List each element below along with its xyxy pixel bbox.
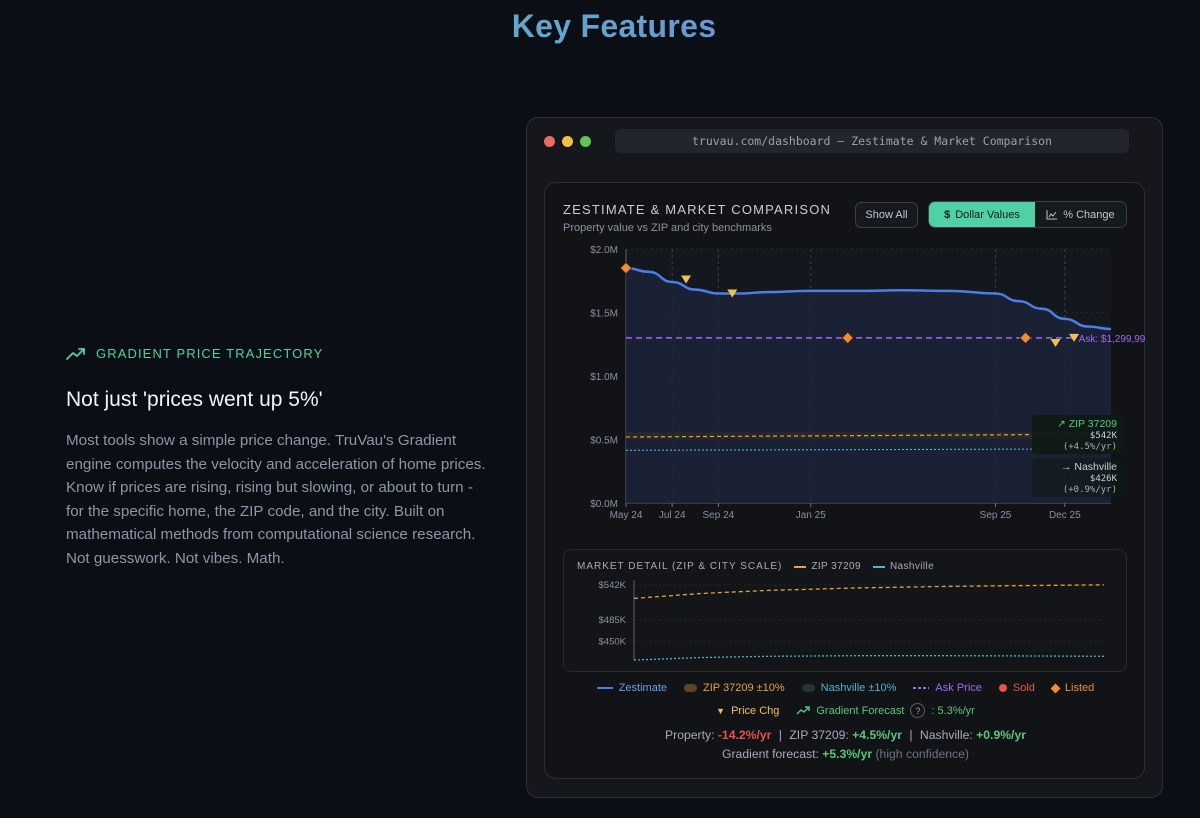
show-all-button[interactable]: Show All [855,202,918,228]
listed-marker [841,331,854,345]
comparison-card: ZESTIMATE & MARKET COMPARISON Property v… [544,182,1145,779]
view-mode-toggle: $ Dollar Values % Change [928,201,1127,228]
ask-price-label: Ask: $1,299,999 [1079,334,1145,345]
forecast-summary: Gradient forecast: +5.3%/yr (high confid… [722,747,969,761]
nashville-series-line [625,448,1112,451]
price-change-marker [1050,338,1061,347]
price-change-marker [727,289,738,298]
rates-summary: Property: -14.2%/yr | ZIP 37209: +4.5%/y… [665,728,1026,742]
card-title: ZESTIMATE & MARKET COMPARISON [563,202,832,217]
price-change-marker [681,275,692,284]
detail-zip-line [633,584,1105,600]
x-tick-label: Sep 25 [980,510,1012,521]
feature-body: Most tools show a simple price change. T… [66,432,486,567]
feature-heading: Not just 'prices went up 5%' [66,388,323,411]
pct-change-button[interactable]: % Change [1034,202,1126,227]
triangle-down-icon: ▼ [716,705,726,716]
feature-tag: GRADIENT PRICE TRAJECTORY [66,346,323,361]
browser-window: truvau.com/dashboard – Zestimate & Marke… [526,117,1163,798]
detail-nashville-line [633,655,1105,661]
dollar-values-label: Dollar Values [955,208,1020,221]
legend-gradient-forecast[interactable]: Gradient Forecast ? : 5.3%/yr [796,703,975,718]
legend-listed[interactable]: Listed [1050,682,1094,694]
legend-nashville-band[interactable]: Nashville ±10% [801,682,896,694]
zestimate-area [626,268,1111,503]
end-label-value: $426K [1090,474,1118,484]
legend-zestimate[interactable]: Zestimate [596,682,667,694]
feature-tag-label: GRADIENT PRICE TRAJECTORY [96,346,324,361]
price-change-marker [1069,333,1080,342]
legend-sold[interactable]: Sold [998,682,1035,694]
trending-up-icon [796,705,811,714]
page-title: Key Features [0,8,1200,45]
pct-change-label: % Change [1063,208,1115,221]
detail-legend-nashville: Nashville [872,561,934,572]
x-tick-label: May 24 [610,510,643,521]
main-chart: $0.0M $0.5M $1.0M $1.5M $2.0M May 24 Jul 24 Sep… [590,245,1145,521]
x-tick-label: Jan 25 [796,510,826,521]
y-tick-label: $1.0M [590,372,618,383]
detail-y-tick-label: $485K [599,615,627,626]
listed-marker [619,261,633,275]
zestimate-series-line [625,266,1112,331]
y-tick-label: $2.0M [590,245,618,256]
line-chart-icon [1046,209,1058,219]
end-label-box [1032,415,1122,454]
detail-chart: $542K $485K $450K [599,580,1105,661]
legend-row-1: Zestimate ZIP 37209 ±10% Nashville ±10% … [545,682,1146,694]
dollar-values-button[interactable]: $ Dollar Values [929,202,1035,227]
dollar-icon: $ [944,208,951,221]
maximize-window-button[interactable] [580,136,591,147]
end-label-rate: (+4.5%/yr) [1063,442,1117,452]
x-tick-label: Dec 25 [1049,510,1081,521]
x-tick-label: Jul 24 [659,510,686,521]
end-label-value: $542K [1090,431,1118,441]
detail-title: MARKET DETAIL (ZIP & CITY SCALE) [577,561,783,572]
zip-series-line [625,433,1112,438]
y-tick-label: $0.5M [590,436,618,447]
detail-header: MARKET DETAIL (ZIP & CITY SCALE) ZIP 372… [577,561,934,572]
end-label-name: ↗ ZIP 37209 [1057,418,1117,430]
market-detail-panel: $542K $485K $450K MARKET DETAIL (ZIP & CIT… [563,549,1127,672]
url-bar[interactable]: truvau.com/dashboard – Zestimate & Marke… [615,129,1129,153]
y-tick-label: $0.0M [590,499,618,510]
legend-row-2: ▼ Price Chg Gradient Forecast ? : 5.3%/yr [545,703,1146,718]
listed-marker [1019,331,1032,345]
y-tick-label: $1.5M [590,309,618,320]
end-label-rate: (+0.9%/yr) [1063,485,1117,495]
detail-y-tick-label: $542K [599,580,627,591]
legend-price-change[interactable]: ▼ Price Chg [716,704,780,717]
trending-up-icon [66,347,85,360]
minimize-window-button[interactable] [562,136,573,147]
close-window-button[interactable] [544,136,555,147]
legend-zip-band[interactable]: ZIP 37209 ±10% [684,682,785,694]
legend-ask-price[interactable]: Ask Price [913,682,982,694]
detail-y-tick-label: $450K [599,637,627,648]
x-tick-label: Sep 24 [703,510,735,521]
help-icon[interactable]: ? [910,703,926,718]
card-subtitle: Property value vs ZIP and city benchmark… [563,222,772,234]
end-label-name: → Nashville [1061,461,1117,473]
detail-legend-zip: ZIP 37209 [794,561,861,572]
end-label-box [1032,458,1122,497]
